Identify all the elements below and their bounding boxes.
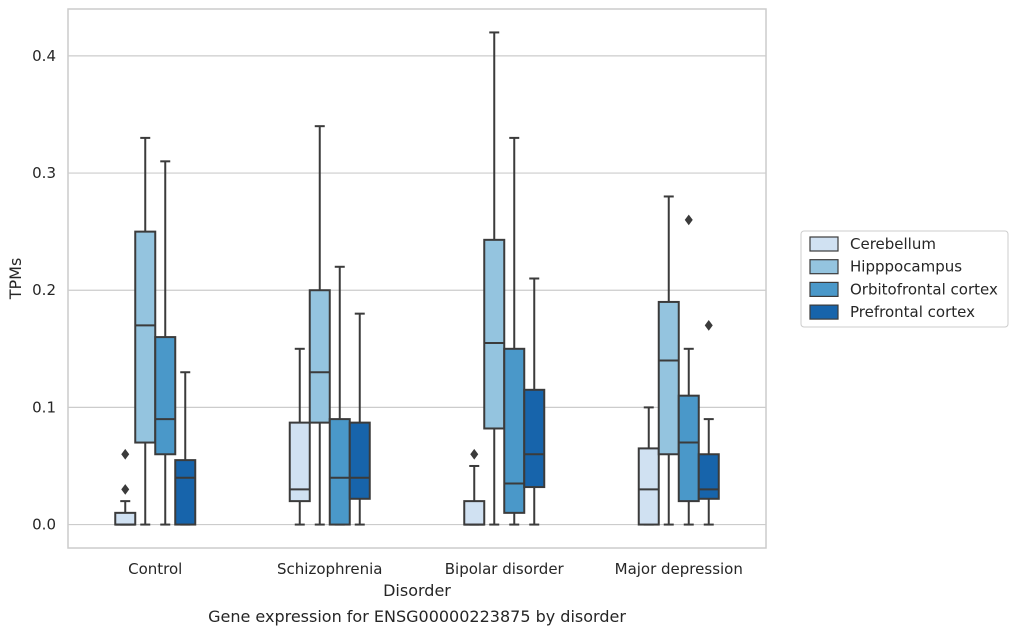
series-hipppocampus (134, 31, 680, 526)
box-body (114, 511, 137, 526)
box (288, 347, 311, 526)
box-body (503, 347, 526, 514)
box (677, 214, 700, 526)
box-body (483, 238, 506, 430)
outlier-point (470, 448, 479, 460)
box-body (637, 447, 660, 526)
box-body (463, 500, 486, 526)
y-tick-label: 0.1 (32, 398, 56, 416)
legend-label: Orbitofrontal cortex (850, 280, 998, 298)
outlier-point (704, 320, 713, 331)
box-body (677, 394, 700, 503)
legend: Cerebellum Hipppocampus Orbitofrontal cort… (800, 230, 1009, 328)
plot-frame (67, 8, 767, 549)
outlier-point (121, 448, 130, 460)
box-body (174, 459, 197, 526)
legend-swatch (809, 304, 839, 320)
legend-swatch (809, 236, 839, 252)
box (637, 406, 660, 526)
y-axis-label: TPMs (6, 258, 25, 301)
plot-area (114, 31, 720, 526)
legend-frame (800, 230, 1009, 328)
box (114, 448, 137, 526)
legend-label: Hipppocampus (850, 258, 962, 276)
x-tick-label: Major depression (615, 560, 743, 578)
box (174, 371, 197, 526)
box (697, 320, 720, 526)
chart-caption: Gene expression for ENSG00000223875 by d… (208, 607, 626, 626)
outlier-point (121, 484, 130, 495)
box (154, 160, 177, 526)
series-cerebellum (114, 347, 660, 526)
y-tick-label: 0.3 (32, 164, 56, 182)
box (308, 125, 331, 526)
x-tick-label: Control (128, 560, 182, 578)
box (483, 31, 506, 526)
box-body (308, 289, 331, 424)
y-tick-label: 0.2 (32, 281, 56, 299)
outlier-point (684, 214, 693, 226)
box-body (697, 453, 720, 500)
x-axis-ticks: Control Schizophrenia Bipolar disorder Majo… (128, 560, 743, 578)
box-body (523, 388, 546, 489)
box-body (348, 421, 371, 500)
box (328, 265, 351, 526)
legend-swatch (809, 259, 839, 275)
legend-label: Cerebellum (850, 235, 936, 253)
series-prefrontal-cortex (174, 277, 720, 526)
box-body (154, 336, 177, 456)
y-tick-label: 0.4 (32, 47, 56, 65)
box-body (134, 230, 157, 444)
x-tick-label: Schizophrenia (277, 560, 382, 578)
x-axis-label: Disorder (383, 581, 451, 600)
legend-label: Prefrontal cortex (850, 303, 975, 321)
y-axis-ticks: 0.0 0.1 0.2 0.3 0.4 (32, 47, 56, 534)
box-body (657, 300, 680, 456)
y-tick-label: 0.0 (32, 516, 56, 534)
box-body (288, 421, 311, 503)
x-tick-label: Bipolar disorder (445, 560, 565, 578)
box (348, 312, 371, 526)
box (463, 448, 486, 526)
box (657, 195, 680, 526)
box-body (328, 418, 351, 526)
box (523, 277, 546, 526)
legend-swatch (809, 281, 839, 297)
